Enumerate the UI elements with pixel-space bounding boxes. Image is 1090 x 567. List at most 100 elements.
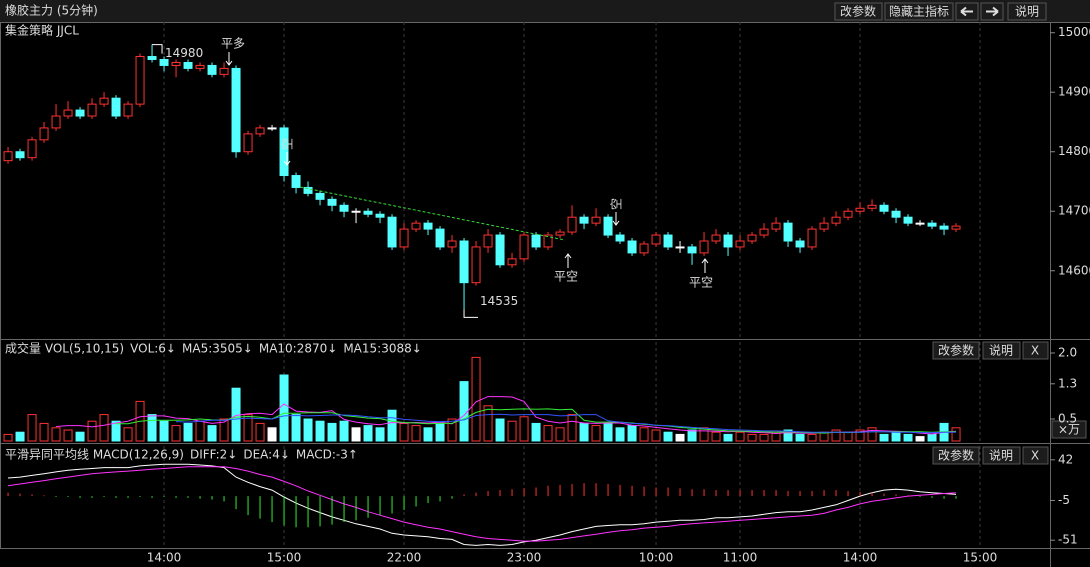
button[interactable]: 改参数 bbox=[932, 341, 980, 360]
candle-body bbox=[39, 127, 49, 141]
legend-entry: VOL:6↓ bbox=[130, 342, 176, 356]
volume-bar bbox=[747, 433, 757, 442]
button[interactable]: 说明 bbox=[982, 341, 1021, 360]
candle-body bbox=[855, 207, 865, 212]
candle-body bbox=[687, 246, 697, 254]
candle-body bbox=[219, 67, 229, 75]
candle-body bbox=[51, 115, 61, 129]
button[interactable]: 改参数 bbox=[834, 2, 883, 21]
button[interactable]: 隐藏主指标 bbox=[884, 2, 954, 21]
series-line bbox=[116, 408, 956, 434]
button[interactable]: X bbox=[1022, 446, 1049, 465]
legend-entry: MA15:3088↓ bbox=[343, 342, 421, 356]
x-tick-label: 22:00 bbox=[387, 551, 422, 565]
candle-body bbox=[183, 61, 193, 69]
volume-bar bbox=[435, 422, 445, 442]
candle-body bbox=[651, 234, 661, 245]
chart-title: 平滑异同平均线 MACD(12,26,9) bbox=[5, 448, 184, 462]
volume-bar bbox=[951, 427, 961, 442]
volume-bar bbox=[651, 429, 661, 442]
button-label[interactable]: 改参数 bbox=[938, 343, 974, 358]
candle-body bbox=[903, 216, 913, 224]
button-label[interactable]: 改参数 bbox=[938, 448, 974, 463]
forward-button[interactable] bbox=[980, 2, 1004, 21]
leader-line bbox=[463, 309, 479, 318]
volume-bar bbox=[87, 420, 97, 442]
button[interactable]: 说明 bbox=[1007, 2, 1047, 21]
legend-entry: DEA:4↓ bbox=[243, 448, 290, 462]
candle-body bbox=[543, 234, 553, 248]
volume-bar bbox=[723, 433, 733, 442]
button-label[interactable]: X bbox=[1031, 344, 1039, 358]
button[interactable]: 改参数 bbox=[932, 446, 980, 465]
y-tick-label: 14900 bbox=[1058, 85, 1090, 99]
candle-body bbox=[447, 240, 457, 248]
signal-label: 平空 bbox=[689, 276, 713, 290]
volume-bar bbox=[303, 418, 313, 442]
candle-body bbox=[843, 210, 853, 218]
volume-bar bbox=[531, 422, 541, 442]
signal-label: 平多 bbox=[221, 37, 245, 51]
volume-bar bbox=[363, 425, 373, 442]
signal-arrow bbox=[612, 212, 620, 226]
button-label[interactable]: 隐藏主指标 bbox=[889, 4, 949, 19]
y-tick-label: 14800 bbox=[1058, 144, 1090, 158]
button[interactable]: 说明 bbox=[982, 446, 1021, 465]
volume-bar bbox=[147, 414, 157, 442]
volume-bar bbox=[471, 356, 481, 442]
candle-body bbox=[867, 204, 877, 209]
candle-body bbox=[435, 228, 445, 248]
volume-bar bbox=[879, 433, 889, 442]
arrow-right-icon bbox=[986, 6, 999, 17]
candle-body bbox=[771, 222, 781, 230]
candle-body bbox=[423, 222, 433, 230]
button-label[interactable]: 改参数 bbox=[840, 4, 876, 19]
candle-body bbox=[351, 210, 361, 213]
volume-bar bbox=[807, 433, 817, 442]
volume-bar bbox=[27, 414, 37, 442]
candle-body bbox=[615, 234, 625, 242]
candle-body bbox=[375, 213, 385, 218]
candle-body bbox=[471, 246, 481, 284]
candle-body bbox=[63, 109, 73, 117]
y-tick-label: 2.0 bbox=[1058, 346, 1077, 360]
candle-body bbox=[555, 231, 565, 236]
x-tick-label: 10:00 bbox=[639, 551, 674, 565]
volume-bar bbox=[483, 405, 493, 442]
signal-arrow bbox=[564, 253, 572, 268]
candle-body bbox=[795, 240, 805, 248]
volume-bar bbox=[783, 429, 793, 442]
button-label[interactable]: 说明 bbox=[989, 448, 1013, 463]
x-tick-label: 11:00 bbox=[723, 551, 758, 565]
volume-bar bbox=[171, 425, 181, 442]
button-label[interactable]: 说明 bbox=[989, 343, 1013, 358]
candle-body bbox=[495, 234, 505, 266]
candle-body bbox=[243, 133, 253, 153]
volume-bar bbox=[207, 425, 217, 442]
x-tick-label: 14:00 bbox=[147, 551, 182, 565]
button-label[interactable]: 说明 bbox=[1015, 4, 1039, 19]
chart-title: 成交量 VOL(5,10,15) bbox=[5, 341, 124, 356]
volume-bar bbox=[15, 431, 25, 442]
candle-body bbox=[699, 240, 709, 254]
candle-body bbox=[603, 216, 613, 236]
volume-bar bbox=[555, 427, 565, 442]
volume-bar bbox=[219, 418, 229, 442]
y-tick-label: -5 bbox=[1058, 493, 1070, 507]
arrow-left-icon bbox=[960, 6, 973, 17]
candle-body bbox=[315, 192, 325, 200]
volume-bar bbox=[195, 420, 205, 442]
back-button[interactable] bbox=[955, 2, 979, 21]
price-label: 14535 bbox=[480, 294, 518, 308]
volume-bar bbox=[495, 418, 505, 442]
candle-body bbox=[327, 198, 337, 206]
volume-bar bbox=[855, 429, 865, 442]
volume-bar bbox=[123, 427, 133, 442]
button[interactable]: X bbox=[1022, 341, 1049, 360]
candle-body bbox=[255, 127, 265, 135]
candle-body bbox=[831, 216, 841, 224]
volume-bar bbox=[519, 416, 529, 442]
legend-entry: MA5:3505↓ bbox=[182, 342, 253, 356]
button-label[interactable]: X bbox=[1031, 449, 1039, 463]
